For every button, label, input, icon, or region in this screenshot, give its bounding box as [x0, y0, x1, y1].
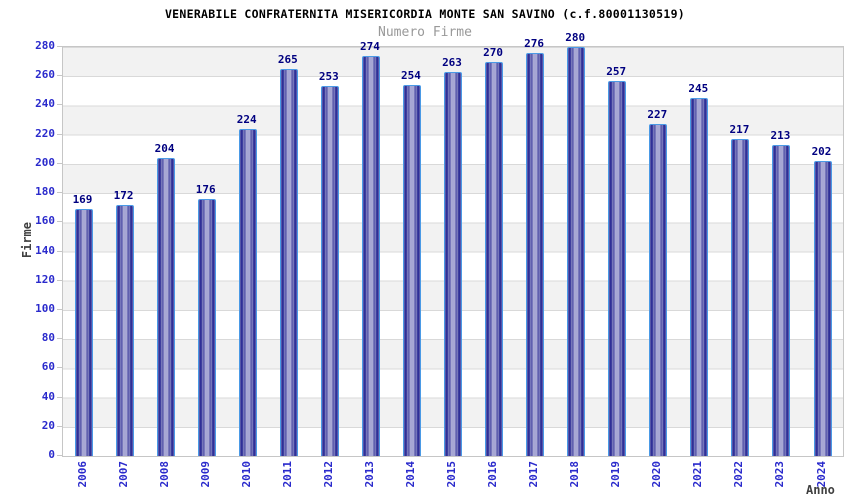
bar-2023 [772, 144, 791, 456]
x-tick-label-2008: 2008 [157, 461, 171, 488]
y-tick-label-220: 220 [35, 126, 55, 140]
value-label-2022: 217 [729, 123, 750, 136]
bar-2020 [649, 124, 668, 456]
x-tick-label-2012: 2012 [321, 461, 335, 488]
x-axis-title: Anno [806, 483, 835, 497]
y-tick-mark [57, 162, 62, 164]
value-label-2017: 276 [524, 36, 545, 50]
bar-2013 [361, 55, 380, 456]
y-tick-mark [57, 308, 62, 310]
bar-2011 [279, 68, 298, 456]
chart-title: VENERABILE CONFRATERNITA MISERICORDIA MO… [164, 7, 686, 21]
x-tick-label-2017: 2017 [527, 461, 541, 488]
x-tick-label-2016: 2016 [486, 461, 500, 488]
y-tick-mark [57, 104, 62, 106]
bar-2016 [485, 61, 504, 456]
bar-2022 [731, 139, 750, 456]
y-tick-label-0: 0 [48, 448, 55, 461]
y-tick-label-80: 80 [41, 331, 55, 345]
y-tick-label-260: 260 [35, 68, 55, 82]
value-label-2019: 257 [606, 64, 627, 78]
bar-2012 [320, 86, 339, 456]
y-tick-mark [57, 279, 62, 281]
bar-2008 [156, 158, 175, 456]
y-tick-label-160: 160 [35, 214, 55, 228]
y-tick-mark [57, 250, 62, 252]
value-label-2009: 176 [195, 182, 216, 196]
chart-subtitle: Numero Firme [378, 25, 472, 40]
value-label-2018: 280 [565, 31, 586, 44]
y-tick-mark [57, 425, 62, 427]
bar-2009 [197, 198, 216, 456]
value-label-2013: 274 [359, 39, 380, 53]
x-tick-label-2019: 2019 [609, 461, 623, 488]
bar-2021 [690, 98, 709, 456]
value-label-2021: 245 [688, 82, 709, 96]
x-tick-label-2007: 2007 [116, 461, 130, 488]
x-tick-label-2006: 2006 [75, 461, 89, 488]
y-tick-label-40: 40 [41, 389, 55, 403]
x-tick-label-2018: 2018 [568, 461, 582, 488]
value-label-2012: 253 [318, 70, 339, 84]
value-label-2023: 213 [770, 128, 791, 142]
x-tick-label-2010: 2010 [239, 461, 253, 488]
x-tick-label-2015: 2015 [445, 461, 458, 488]
y-tick-label-280: 280 [35, 39, 55, 52]
value-label-2024: 202 [811, 144, 832, 158]
bar-2024 [813, 160, 832, 456]
bar-2019 [608, 80, 627, 456]
bar-2014 [402, 85, 421, 456]
x-tick-label-2023: 2023 [773, 461, 787, 488]
y-tick-mark [57, 455, 62, 456]
value-label-2010: 224 [236, 112, 257, 126]
y-tick-mark [57, 338, 62, 340]
y-tick-label-140: 140 [35, 243, 55, 257]
x-tick-label-2009: 2009 [198, 461, 212, 488]
y-tick-label-180: 180 [35, 185, 55, 199]
y-tick-label-240: 240 [35, 97, 55, 111]
y-tick-label-20: 20 [41, 418, 55, 432]
y-tick-mark [57, 46, 62, 47]
plot-area [62, 46, 844, 457]
y-tick-mark [57, 221, 62, 223]
y-tick-label-120: 120 [35, 272, 55, 286]
y-tick-mark [57, 192, 62, 194]
x-tick-label-2021: 2021 [691, 461, 705, 488]
value-label-2015: 263 [442, 55, 462, 69]
bar-2006 [74, 209, 93, 456]
bar-2017 [526, 52, 545, 456]
value-label-2014: 254 [400, 69, 421, 82]
x-tick-label-2011: 2011 [280, 461, 294, 488]
y-tick-mark [57, 396, 62, 398]
bar-2015 [444, 71, 462, 456]
value-label-2007: 172 [113, 188, 134, 202]
y-tick-label-60: 60 [41, 360, 55, 374]
y-tick-label-200: 200 [35, 155, 55, 169]
x-tick-label-2014: 2014 [403, 461, 417, 488]
y-tick-mark [57, 367, 62, 369]
value-label-2016: 270 [483, 45, 504, 59]
bar-2007 [115, 204, 134, 456]
x-tick-label-2013: 2013 [362, 461, 376, 488]
value-label-2006: 169 [72, 193, 93, 207]
x-tick-label-2022: 2022 [732, 461, 746, 488]
x-tick-label-2020: 2020 [650, 461, 664, 488]
value-label-2020: 227 [647, 108, 668, 122]
x-tick-label-2024: 2024 [814, 461, 828, 488]
y-tick-label-100: 100 [35, 301, 55, 315]
value-label-2011: 265 [277, 52, 298, 66]
value-label-2008: 204 [154, 142, 175, 155]
y-tick-mark [57, 133, 62, 135]
y-tick-mark [57, 75, 62, 77]
bar-2018 [567, 47, 586, 456]
bar-2010 [238, 128, 257, 456]
